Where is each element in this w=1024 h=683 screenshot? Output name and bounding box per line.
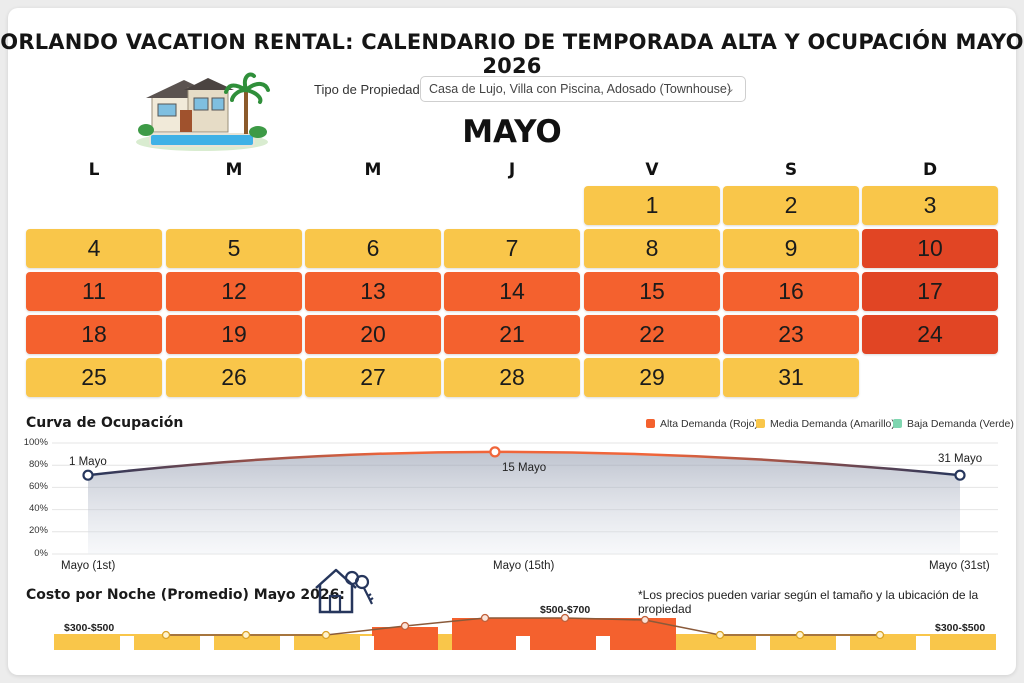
occupancy-title: Curva de Ocupación [26, 415, 184, 431]
calendar-day-21[interactable]: 21 [444, 315, 580, 354]
property-type-select[interactable]: Casa de Lujo, Villa con Piscina, Adosado… [420, 76, 746, 102]
calendar-day-12[interactable]: 12 [166, 272, 302, 311]
legend-item-medium: Media Demanda (Amarillo) [756, 418, 895, 430]
point-label-start: 1 Mayo [69, 456, 107, 468]
weekday-label: M [225, 160, 243, 180]
calendar-day-6[interactable]: 6 [305, 229, 441, 268]
calendar-day-13[interactable]: 13 [305, 272, 441, 311]
y-tick-label: 20% [28, 525, 48, 536]
calendar-day-15[interactable]: 15 [584, 272, 720, 311]
legend-item-low: Baja Demanda (Verde) [893, 418, 1014, 430]
house-keys-icon [315, 568, 374, 614]
calendar-day-26[interactable]: 26 [166, 358, 302, 397]
cost-note: *Los precios pueden variar según el tama… [638, 588, 979, 616]
calendar-day-25[interactable]: 25 [26, 358, 162, 397]
calendar-day-16[interactable]: 16 [723, 272, 859, 311]
calendar-day-28[interactable]: 28 [444, 358, 580, 397]
weekday-label: D [922, 160, 938, 180]
calendar-day-1[interactable]: 1 [584, 186, 720, 225]
calendar-day-23[interactable]: 23 [723, 315, 859, 354]
price-label-left: $300-$500 [64, 622, 115, 634]
calendar-day-22[interactable]: 22 [584, 315, 720, 354]
calendar-day-17[interactable]: 17 [862, 272, 998, 311]
property-type-label: Tipo de Propiedad [314, 82, 420, 97]
weekday-label: V [645, 160, 659, 180]
calendar-day-19[interactable]: 19 [166, 315, 302, 354]
y-tick-label: 40% [28, 503, 48, 514]
calendar-day-2[interactable]: 2 [723, 186, 859, 225]
price-label-right: $300-$500 [935, 622, 986, 634]
calendar-day-3[interactable]: 3 [862, 186, 998, 225]
calendar-day-11[interactable]: 11 [26, 272, 162, 311]
calendar-day-7[interactable]: 7 [444, 229, 580, 268]
weekday-label: S [784, 160, 798, 180]
calendar-day-9[interactable]: 9 [723, 229, 859, 268]
chevron-down-icon: ⌄ [725, 83, 735, 95]
weekday-label: L [88, 160, 100, 180]
calendar-month-title: MAYO [462, 114, 562, 150]
calendar-day-29[interactable]: 29 [584, 358, 720, 397]
house-pool-illustration [136, 72, 270, 151]
calendar-day-27[interactable]: 27 [305, 358, 441, 397]
legend-swatch-red [646, 419, 655, 428]
legend-item-high: Alta Demanda (Rojo) [646, 418, 758, 430]
property-type-value: Casa de Lujo, Villa con Piscina, Adosado… [429, 82, 732, 96]
x-tick-label: Mayo (31st) [929, 560, 990, 572]
calendar-day-18[interactable]: 18 [26, 315, 162, 354]
calendar-day-4[interactable]: 4 [26, 229, 162, 268]
calendar-day-10[interactable]: 10 [862, 229, 998, 268]
calendar-day-8[interactable]: 8 [584, 229, 720, 268]
cost-title: Costo por Noche (Promedio) Mayo 2026: [26, 587, 345, 603]
calendar-day-14[interactable]: 14 [444, 272, 580, 311]
x-tick-label: Mayo (1st) [61, 560, 116, 572]
calendar-day-5[interactable]: 5 [166, 229, 302, 268]
point-label-end: 31 Mayo [938, 453, 983, 465]
calendar-day-24[interactable]: 24 [862, 315, 998, 354]
y-tick-label: 0% [34, 548, 48, 559]
weekday-label: M [364, 160, 382, 180]
calendar-day-20[interactable]: 20 [305, 315, 441, 354]
calendar-day-31[interactable]: 31 [723, 358, 859, 397]
x-tick-label: Mayo (15th) [493, 560, 555, 572]
y-tick-label: 60% [28, 481, 48, 492]
weekday-label: J [508, 160, 516, 180]
page-title: ORLANDO VACATION RENTAL: CALENDARIO DE T… [0, 30, 1024, 78]
legend-swatch-green [893, 419, 902, 428]
point-label-mid: 15 Mayo [502, 462, 547, 474]
y-tick-label: 80% [28, 459, 48, 470]
price-label-mid: $500-$700 [540, 604, 591, 616]
legend-swatch-yellow [756, 419, 765, 428]
y-tick-label: 100% [23, 437, 48, 448]
